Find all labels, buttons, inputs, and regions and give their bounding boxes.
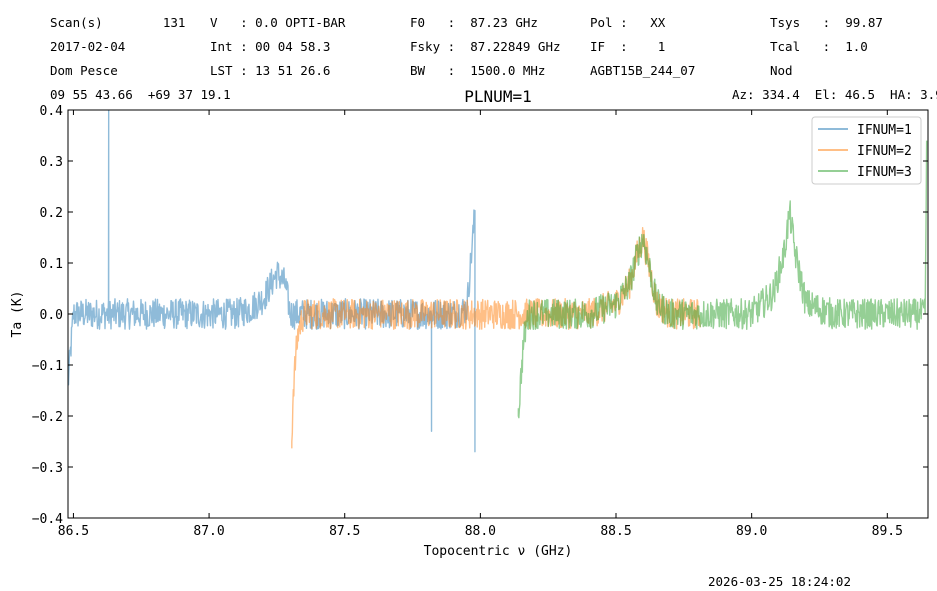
series-line-3 (517, 140, 928, 419)
x-tick-label: 88.0 (465, 524, 496, 539)
project-label: AGBT15B_244_07 (590, 63, 696, 78)
tcal-label: Tcal : 1.0 (770, 39, 868, 54)
y-tick-label: −0.1 (32, 359, 63, 374)
y-tick-label: 0.1 (40, 257, 63, 272)
x-tick-label: 88.5 (600, 524, 631, 539)
y-tick-label: 0.3 (40, 155, 63, 170)
x-tick-label: 87.5 (329, 524, 360, 539)
f0-label: F0 : 87.23 GHz (410, 15, 538, 30)
lst-label: LST : 13 51 26.6 (210, 63, 331, 78)
observer-label: Dom Pesce (50, 63, 118, 78)
bw-label: BW : 1500.0 MHz (410, 63, 546, 78)
timestamp: 2026-03-25 18:24:02 (708, 574, 851, 589)
azel-label: Az: 334.4 El: 46.5 HA: 3.93 (732, 88, 937, 102)
legend-label: IFNUM=2 (857, 144, 912, 159)
legend-box (811, 116, 922, 185)
tsys-label: Tsys : 99.87 (770, 15, 883, 30)
y-axis-label: Ta (K) (10, 291, 25, 338)
series-line-1 (68, 110, 476, 453)
legend-label: IFNUM=3 (857, 165, 912, 180)
coords-label: 09 55 43.66 +69 37 19.1 (50, 87, 231, 102)
y-tick-label: 0.2 (40, 206, 63, 221)
series-layer (68, 110, 928, 453)
chart-title: PLNUM=1 (464, 87, 531, 106)
legend: IFNUM=1 IFNUM=2 IFNUM=3 (811, 116, 922, 185)
if-label: IF : 1 (590, 39, 666, 54)
y-tick-label: 0.0 (40, 308, 63, 323)
fsky-label: Fsky : 87.22849 GHz (410, 39, 561, 54)
x-tick-label: 89.0 (736, 524, 767, 539)
int-label: Int : 00 04 58.3 (210, 39, 331, 54)
y-tick-label: −0.3 (32, 461, 63, 476)
procedure-label: Nod (770, 63, 793, 78)
x-axis-label: Topocentric ν (GHz) (424, 544, 573, 559)
y-tick-label: 0.4 (40, 104, 64, 119)
legend-label: IFNUM=1 (857, 123, 912, 138)
y-tick-label: −0.4 (32, 512, 63, 527)
x-tick-label: 87.0 (193, 524, 224, 539)
pol-label: Pol : XX (590, 15, 666, 30)
ticks-layer: 86.5 87.0 87.5 88.0 88.5 89.0 89.5 −0.4 −0.3 −0.2… (32, 104, 928, 539)
date-label: 2017-02-04 (50, 39, 126, 54)
scan-label: Scan(s) 131 (50, 15, 186, 30)
x-tick-label: 89.5 (872, 524, 903, 539)
x-tick-label: 86.5 (58, 524, 89, 539)
y-tick-label: −0.2 (32, 410, 63, 425)
velocity-label: V : 0.0 OPTI-BAR (210, 15, 346, 30)
